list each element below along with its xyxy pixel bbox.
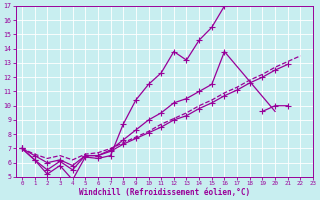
X-axis label: Windchill (Refroidissement éolien,°C): Windchill (Refroidissement éolien,°C) <box>79 188 250 197</box>
